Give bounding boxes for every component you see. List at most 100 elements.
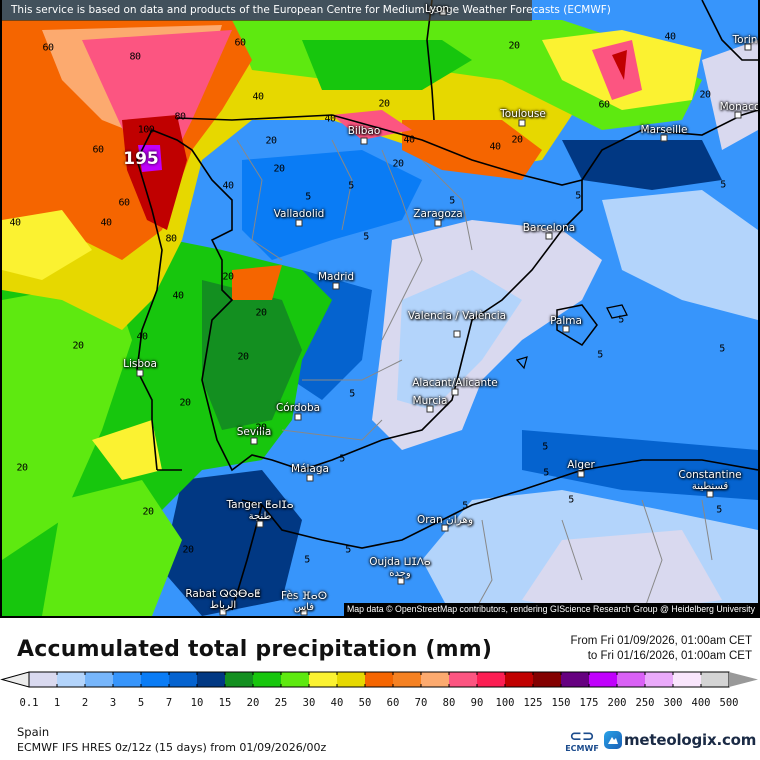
city-marker-icon[interactable] — [744, 43, 752, 51]
meteologix-logo[interactable]: meteologix.com — [604, 731, 756, 749]
scale-tick-label: 100 — [495, 697, 515, 709]
ecmwf-notice-banner: This service is based on data and produc… — [2, 0, 611, 21]
city-marker-icon[interactable] — [439, 8, 447, 16]
city-name-arabic: قسنطينة — [691, 481, 729, 492]
contour-value-label: 5 — [449, 195, 455, 207]
city-name: Málaga — [291, 463, 329, 475]
color-swatch — [365, 672, 393, 687]
contour-value-label: 20 — [378, 98, 390, 110]
city-label: Lyon — [425, 3, 449, 15]
city-marker-icon[interactable] — [562, 325, 570, 333]
city-name: Bilbao — [347, 125, 381, 137]
color-swatch — [645, 672, 673, 687]
contour-value-label: 5 — [345, 544, 351, 556]
contour-value-label: 40 — [324, 113, 336, 125]
scale-tick-label: 15 — [218, 697, 232, 709]
scale-tick-label: 10 — [190, 697, 204, 709]
city-marker-icon[interactable] — [360, 137, 368, 145]
city-marker-icon[interactable] — [219, 608, 227, 616]
city-marker-icon[interactable] — [295, 219, 303, 227]
city-name-arabic: وجدة — [389, 568, 411, 579]
city-marker-icon[interactable] — [332, 282, 340, 290]
city-marker-icon[interactable] — [577, 470, 585, 478]
contour-value-label: 5 — [618, 314, 624, 326]
city-marker-icon[interactable] — [518, 119, 526, 127]
city-name: Constantine — [678, 469, 742, 481]
color-swatch — [505, 672, 533, 687]
city-marker-icon[interactable] — [294, 413, 302, 421]
city-marker-icon[interactable] — [453, 330, 461, 338]
color-swatch — [701, 672, 729, 687]
city-name: Palma — [550, 315, 582, 327]
contour-value-label: 20 — [222, 271, 234, 283]
contour-value-label: 80 — [174, 111, 186, 123]
color-scale-bar — [0, 671, 758, 688]
city-name: Murcia — [412, 395, 448, 407]
city-marker-icon[interactable] — [660, 134, 668, 142]
city-label: Valladolid — [274, 208, 325, 220]
period-to: to Fri 01/16/2026, 01:00am CET — [587, 650, 752, 662]
ecmwf-logo[interactable]: ⊂⊃ ECMWF — [563, 728, 601, 756]
city-marker-icon[interactable] — [397, 577, 405, 585]
city-name: Córdoba — [275, 402, 321, 414]
contour-value-label: 5 — [716, 504, 722, 516]
city-label: Madrid — [318, 271, 354, 283]
city-marker-icon[interactable] — [426, 405, 434, 413]
precipitation-field — [2, 0, 758, 616]
color-swatch — [253, 672, 281, 687]
contour-value-label: 60 — [598, 99, 610, 111]
city-label: Zaragoza — [413, 208, 462, 220]
contour-value-label: 80 — [129, 51, 141, 63]
city-marker-icon[interactable] — [734, 111, 742, 119]
contour-value-label: 5 — [462, 500, 468, 512]
color-swatch — [141, 672, 169, 687]
city-marker-icon[interactable] — [434, 219, 442, 227]
precipitation-map[interactable]: This service is based on data and produc… — [0, 0, 760, 618]
scale-tick-label: 500 — [719, 697, 739, 709]
contour-value-label: 20 — [273, 163, 285, 175]
scale-tick-label: 40 — [330, 697, 344, 709]
color-swatch — [169, 672, 197, 687]
contour-value-label: 20 — [265, 135, 277, 147]
city-marker-icon[interactable] — [306, 474, 314, 482]
city-name: Valladolid — [273, 208, 325, 220]
city-marker-icon[interactable] — [545, 232, 553, 240]
scale-tick-label: 30 — [302, 697, 316, 709]
max-precipitation-label: 195 — [123, 149, 159, 169]
city-label: Málaga — [291, 463, 329, 475]
scale-tick-label: 50 — [358, 697, 372, 709]
contour-value-label: 60 — [118, 197, 130, 209]
city-marker-icon[interactable] — [451, 388, 459, 396]
meteologix-icon — [604, 731, 622, 749]
contour-value-label: 40 — [252, 91, 264, 103]
contour-value-label: 80 — [165, 233, 177, 245]
city-marker-icon[interactable] — [441, 524, 449, 532]
period-from: From Fri 01/09/2026, 01:00am CET — [570, 635, 752, 647]
city-label: Fès ⴼⴰⵙ فاس — [281, 590, 327, 614]
city-marker-icon[interactable] — [136, 369, 144, 377]
model-info: ECMWF IFS HRES 0z/12z (15 days) from 01/… — [17, 741, 327, 754]
map-canvas[interactable]: This service is based on data and produc… — [2, 0, 758, 616]
scale-tick-label: 200 — [607, 697, 627, 709]
scale-tick-label: 150 — [551, 697, 571, 709]
city-label: Barcelona — [523, 222, 575, 234]
contour-value-label: 5 — [304, 554, 310, 566]
scale-tick-label: 125 — [523, 697, 543, 709]
city-name-arabic: طنجة — [248, 511, 272, 522]
city-label: Marseille — [641, 124, 688, 136]
meteologix-brand: meteologix.com — [624, 731, 757, 749]
scale-tick-label: 400 — [691, 697, 711, 709]
contour-value-label: 20 — [179, 397, 191, 409]
legend-title: Accumulated total precipitation (mm) — [17, 637, 493, 662]
city-name: Barcelona — [522, 222, 576, 234]
city-marker-icon[interactable] — [250, 437, 258, 445]
city-marker-icon[interactable] — [706, 490, 714, 498]
contour-value-label: 20 — [699, 89, 711, 101]
city-label: Bilbao — [348, 125, 381, 137]
city-marker-icon[interactable] — [256, 520, 264, 528]
city-marker-icon[interactable] — [300, 608, 308, 616]
city-name: Sevilla — [236, 426, 272, 438]
contour-value-label: 5 — [348, 180, 354, 192]
city-name: Alacant/Alicante — [412, 377, 498, 389]
